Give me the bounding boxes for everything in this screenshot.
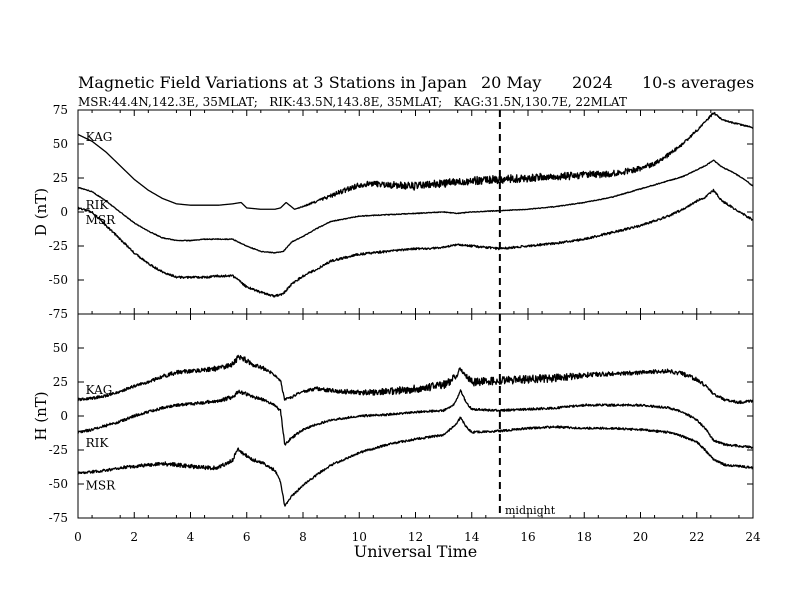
panel-H-series-rik-label: RIK	[86, 436, 110, 450]
chart-subtitle-stations: MSR:44.4N,142.3E, 35MLAT; RIK:43.5N,143.…	[78, 95, 627, 109]
panel-D-y-tick-label--25: -25	[49, 239, 68, 253]
panel-D-y-tick-label-75: 75	[53, 103, 68, 117]
panel-H-series-kag-line	[77, 354, 754, 405]
panel-d-ylabel: D (nT)	[32, 188, 50, 236]
x-tick-label-20: 20	[633, 530, 648, 544]
panel-D-series-msr-line	[77, 188, 754, 298]
panel-D-series-rik-line	[77, 159, 754, 254]
panel-H-y-tick-label--75: -75	[49, 511, 68, 525]
x-tick-label-22: 22	[689, 530, 704, 544]
panel-D-y-tick-label-25: 25	[53, 171, 68, 185]
panel-H-series-msr-label: MSR	[86, 478, 117, 492]
panel-H-series-kag-label: KAG	[86, 383, 113, 397]
panel-D-y-tick-label-50: 50	[53, 137, 68, 151]
x-tick-label-8: 8	[299, 530, 307, 544]
x-tick-label-0: 0	[74, 530, 82, 544]
panel-D-y-tick-label--50: -50	[49, 273, 68, 287]
x-tick-label-24: 24	[745, 530, 761, 544]
panel-H-y-tick-label--50: -50	[49, 477, 68, 491]
chart-title-year: 2024	[572, 73, 613, 92]
x-tick-label-12: 12	[408, 530, 423, 544]
x-tick-label-10: 10	[352, 530, 367, 544]
panel-D-series-kag-line	[77, 111, 754, 210]
panel-H-series-msr-line	[77, 416, 754, 507]
x-tick-label-14: 14	[464, 530, 480, 544]
x-tick-label-4: 4	[187, 530, 195, 544]
panel-H-series-rik-line	[77, 389, 754, 449]
chart-title-averaging: 10-s averages	[642, 73, 754, 92]
panel-h-frame	[77, 313, 754, 519]
x-axis-label: Universal Time	[354, 542, 477, 561]
panel-H-y-tick-label-50: 50	[53, 341, 68, 355]
panel-D-series-kag-label: KAG	[86, 130, 113, 144]
panel-D-y-tick-label-0: 0	[60, 205, 68, 219]
panel-D-series-msr-label: MSR	[86, 213, 117, 227]
x-tick-label-2: 2	[130, 530, 138, 544]
panel-d-frame	[77, 109, 754, 315]
panel-D-y-tick-label--75: -75	[49, 307, 68, 321]
panel-h-ylabel: H (nT)	[32, 391, 50, 440]
midnight-annotation-label: midnight	[505, 504, 556, 517]
panel-D-series-rik-label: RIK	[86, 198, 110, 212]
panel-H-y-tick-label-25: 25	[53, 375, 68, 389]
panel-H-y-tick-label--25: -25	[49, 443, 68, 457]
chart-title-date: 20 May	[481, 73, 541, 92]
x-tick-label-16: 16	[520, 530, 535, 544]
chart-title-main: Magnetic Field Variations at 3 Stations …	[78, 73, 467, 92]
x-tick-label-6: 6	[243, 530, 251, 544]
x-tick-label-18: 18	[577, 530, 592, 544]
panel-H-y-tick-label-0: 0	[60, 409, 68, 423]
